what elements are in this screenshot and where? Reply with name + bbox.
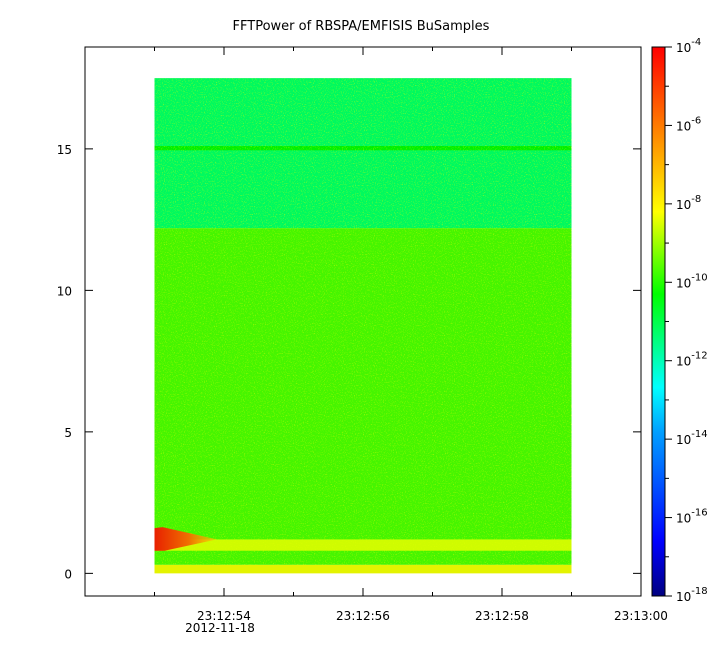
burst-feature xyxy=(154,527,218,551)
colorbar-tick-label: 10-14 xyxy=(676,429,708,447)
chart-title: FFTPower of RBSPA/EMFISIS BuSamples xyxy=(233,19,490,34)
noise-texture xyxy=(154,78,572,565)
colorbar-tick-label: 10-16 xyxy=(676,508,708,526)
x-tick-label: 23:13:00 xyxy=(614,609,668,623)
y-tick-label: 15 xyxy=(57,143,72,157)
colorbar-tick-label: 10-10 xyxy=(676,272,708,290)
colorbar-tick-label: 10-8 xyxy=(676,194,701,212)
x-axis-date-label: 2012-11-18 xyxy=(185,621,255,635)
spectrogram-band xyxy=(154,564,572,574)
colorbar-tick-label: 10-6 xyxy=(676,115,701,133)
colorbar-tick-label: 10-4 xyxy=(676,37,701,55)
y-tick-label: 0 xyxy=(64,567,72,581)
colorbar-gradient xyxy=(651,46,666,597)
y-tick-label: 10 xyxy=(57,284,72,298)
x-tick-label: 23:12:58 xyxy=(475,609,529,623)
colorbar-tick-label: 10-18 xyxy=(676,586,708,604)
spectrogram-features xyxy=(154,527,218,551)
x-tick-label: 23:12:56 xyxy=(336,609,390,623)
plot-area xyxy=(84,46,642,597)
colorbar: 10-4 10-6 10-8 10-10 10-12 10-14 10-16 10-18 xyxy=(651,37,708,604)
x-axis: 23:12:54 23:12:56 23:12:58 23:13:00 xyxy=(154,47,668,623)
x-tick-label: 23:12:54 xyxy=(197,609,251,623)
colorbar-tick-label: 10-12 xyxy=(676,351,708,369)
y-tick-label: 5 xyxy=(64,426,72,440)
colorbar-ticks: 10-4 10-6 10-8 10-10 10-12 10-14 10-16 10-18 xyxy=(665,37,708,604)
y-axis: 0 5 10 15 xyxy=(57,143,641,581)
